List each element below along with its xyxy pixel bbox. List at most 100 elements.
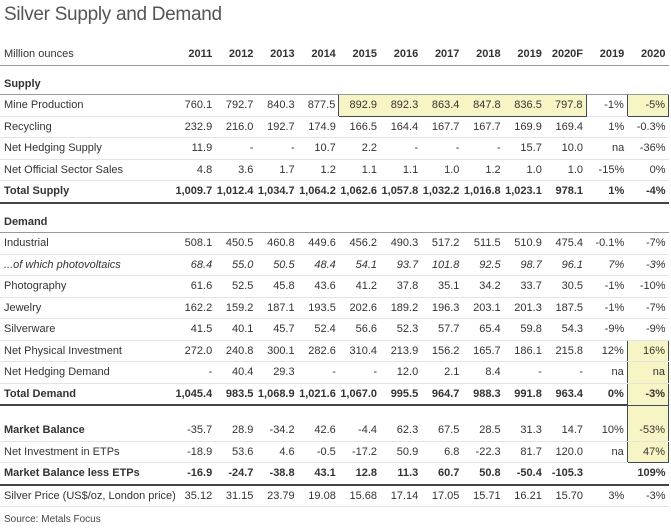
cell: 67.5 (421, 405, 463, 442)
header-row: Million ounces 2011 2012 2013 2014 2015 2016 20… (0, 44, 669, 66)
cell: -4.4 (338, 405, 381, 442)
cell: 167.7 (421, 116, 463, 138)
cell: 120.0 (544, 441, 587, 463)
cell: 272.0 (174, 340, 216, 362)
cell: 54.3 (544, 318, 587, 341)
cell: 1% (586, 116, 628, 138)
header-cell: 2015 (338, 44, 381, 66)
cell: -9% (586, 318, 628, 341)
cell: 450.5 (215, 232, 257, 255)
cell: 31.15 (215, 484, 257, 507)
cell: 3% (586, 484, 628, 507)
cell: 2.2 (338, 137, 381, 160)
cell: - (215, 137, 257, 160)
cell: 48.4 (297, 254, 339, 276)
cell: 15.68 (338, 484, 381, 507)
cell: -24.7 (215, 462, 257, 486)
table-row: Photography 61.6 52.5 45.8 43.6 41.2 37.8 35.1 3… (0, 275, 669, 298)
cell: 1,012.4 (215, 180, 257, 204)
cell: 892.3 (380, 94, 422, 117)
row-label: Market Balance (0, 405, 174, 442)
row-label: Total Demand (0, 382, 174, 406)
row-label: Supply (0, 65, 669, 95)
cell: 1% (586, 180, 628, 204)
cell: -1% (586, 275, 628, 298)
row-label: Silverware (0, 318, 174, 341)
table-row: Silverware 41.5 40.1 45.7 52.4 56.6 52.3 57.7 65… (0, 318, 669, 341)
row-label: Net Hedging Demand (0, 361, 174, 384)
cell: na (626, 361, 670, 384)
row-label: Net Physical Investment (0, 340, 174, 362)
cell: -1% (586, 297, 628, 319)
cell: 991.8 (503, 382, 545, 406)
cell: 232.9 (174, 116, 216, 138)
cell: 50.9 (380, 441, 422, 463)
cell: 863.4 (421, 94, 463, 117)
cell: 1.0 (421, 159, 463, 181)
cell: 215.8 (544, 340, 587, 362)
table-row: ...of which photovoltaics 68.4 55.0 50.5 48.… (0, 254, 669, 276)
header-cell: 2019 (503, 44, 545, 66)
cell: 60.7 (421, 462, 463, 486)
cell: 17.05 (421, 484, 463, 507)
cell: 12.0 (380, 361, 422, 384)
cell: - (256, 137, 298, 160)
cell: 1,009.7 (174, 180, 216, 204)
cell: -36% (627, 137, 669, 160)
cell: 96.1 (544, 254, 587, 276)
source-note: Source: Metals Focus (4, 514, 101, 525)
cell: 165.7 (462, 340, 504, 362)
cell: 41.2 (338, 275, 381, 298)
cell: 1,068.9 (256, 382, 298, 406)
cell: -7% (627, 297, 669, 319)
table-row: Net Physical Investment 272.0 240.8 300.1 28… (0, 339, 670, 362)
cell: -34.2 (256, 405, 298, 442)
row-label: Silver Price (US$/oz, London price) (0, 484, 176, 507)
table-row: Recycling 232.9 216.0 192.7 174.9 166.5 164.4 1… (0, 116, 669, 138)
cell: 511.5 (462, 232, 504, 255)
header-cell: 2014 (297, 44, 339, 66)
cell: 192.7 (256, 116, 298, 138)
cell: 282.6 (297, 340, 339, 362)
cell: 760.1 (174, 94, 216, 117)
cell: 81.7 (503, 441, 545, 463)
cell: 43.1 (297, 462, 339, 486)
cell: 40.4 (215, 361, 257, 384)
cell: 1,016.8 (462, 180, 504, 204)
cell: 169.9 (503, 116, 545, 138)
cell: - (421, 137, 463, 160)
row-label: ...of which photovoltaics (0, 254, 174, 276)
cell: -53% (626, 404, 670, 442)
cell: 156.2 (421, 340, 463, 362)
cell: 1,064.2 (297, 180, 339, 204)
cell: 16.21 (503, 484, 545, 507)
cell: 109% (627, 462, 669, 486)
cell: 52.5 (215, 275, 257, 298)
cell: 196.3 (421, 297, 463, 319)
cell: 1,032.2 (421, 180, 463, 204)
cell: 65.4 (462, 318, 504, 341)
cell: 995.5 (380, 382, 422, 406)
cell: 47% (626, 441, 670, 463)
cell: 2.1 (421, 361, 463, 384)
cell: 98.7 (503, 254, 545, 276)
cell: -9% (627, 318, 669, 341)
cell: 978.1 (544, 180, 587, 204)
cell: -3% (626, 382, 670, 406)
cell: 15.71 (462, 484, 504, 507)
row-label: Total Supply (0, 180, 174, 204)
cell: 475.4 (544, 232, 587, 255)
cell: -18.9 (174, 441, 216, 463)
cell: 877.5 (297, 94, 339, 117)
cell: 174.9 (297, 116, 339, 138)
cell: -7% (627, 232, 669, 255)
header-cell: 2018 (462, 44, 504, 66)
cell: 7% (586, 254, 628, 276)
header-cell: 2017 (421, 44, 463, 66)
cell: -105.3 (544, 462, 587, 486)
cell: 847.8 (462, 94, 504, 117)
row-label: Demand (0, 202, 669, 233)
cell: 30.5 (544, 275, 587, 298)
cell: 53.6 (215, 441, 257, 463)
cell: 797.8 (544, 94, 587, 117)
